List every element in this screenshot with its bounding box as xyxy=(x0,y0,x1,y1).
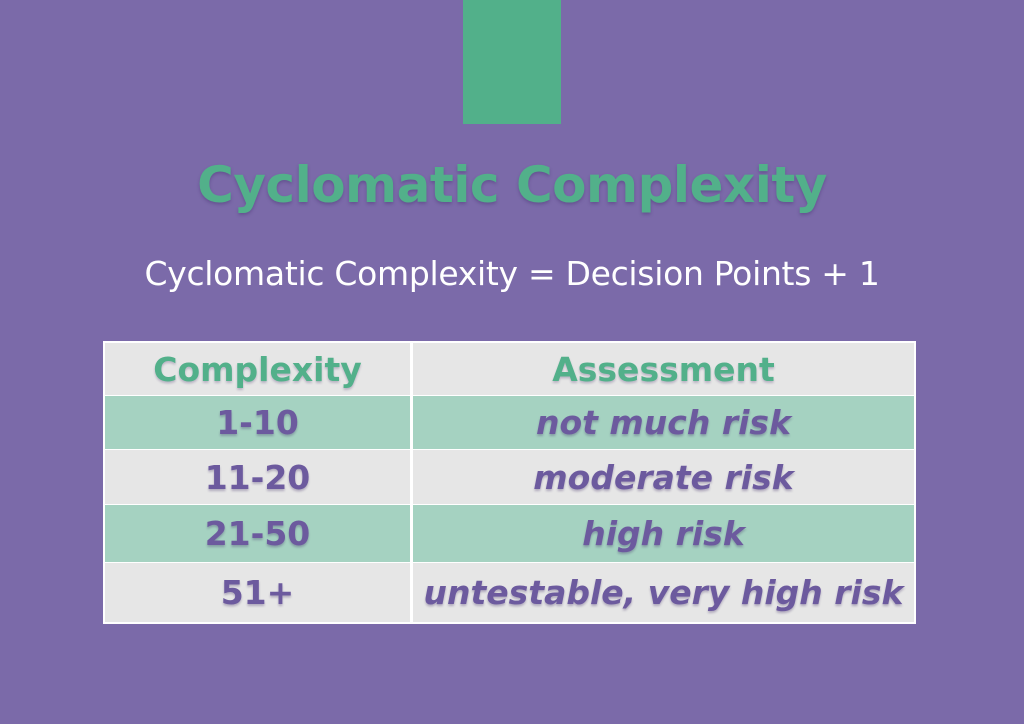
table-header-row: Complexity Assessment xyxy=(105,343,914,395)
assessment-cell: not much risk xyxy=(413,396,914,449)
page-title: Cyclomatic Complexity xyxy=(197,156,827,214)
complexity-table: Complexity Assessment 1-10 not much risk… xyxy=(103,341,916,624)
assessment-cell: untestable, very high risk xyxy=(413,563,914,622)
header-complexity: Complexity xyxy=(105,343,410,395)
assessment-cell: high risk xyxy=(413,505,914,562)
table-row: 1-10 not much risk xyxy=(105,396,914,449)
complexity-cell: 51+ xyxy=(105,563,410,622)
complexity-cell: 1-10 xyxy=(105,396,410,449)
decorative-top-bar xyxy=(463,0,561,124)
complexity-cell: 11-20 xyxy=(105,450,410,504)
header-assessment: Assessment xyxy=(413,343,914,395)
complexity-cell: 21-50 xyxy=(105,505,410,562)
formula-text: Cyclomatic Complexity = Decision Points … xyxy=(144,254,880,293)
assessment-cell: moderate risk xyxy=(413,450,914,504)
table-row: 51+ untestable, very high risk xyxy=(105,563,914,622)
table-row: 21-50 high risk xyxy=(105,505,914,562)
table-row: 11-20 moderate risk xyxy=(105,450,914,504)
